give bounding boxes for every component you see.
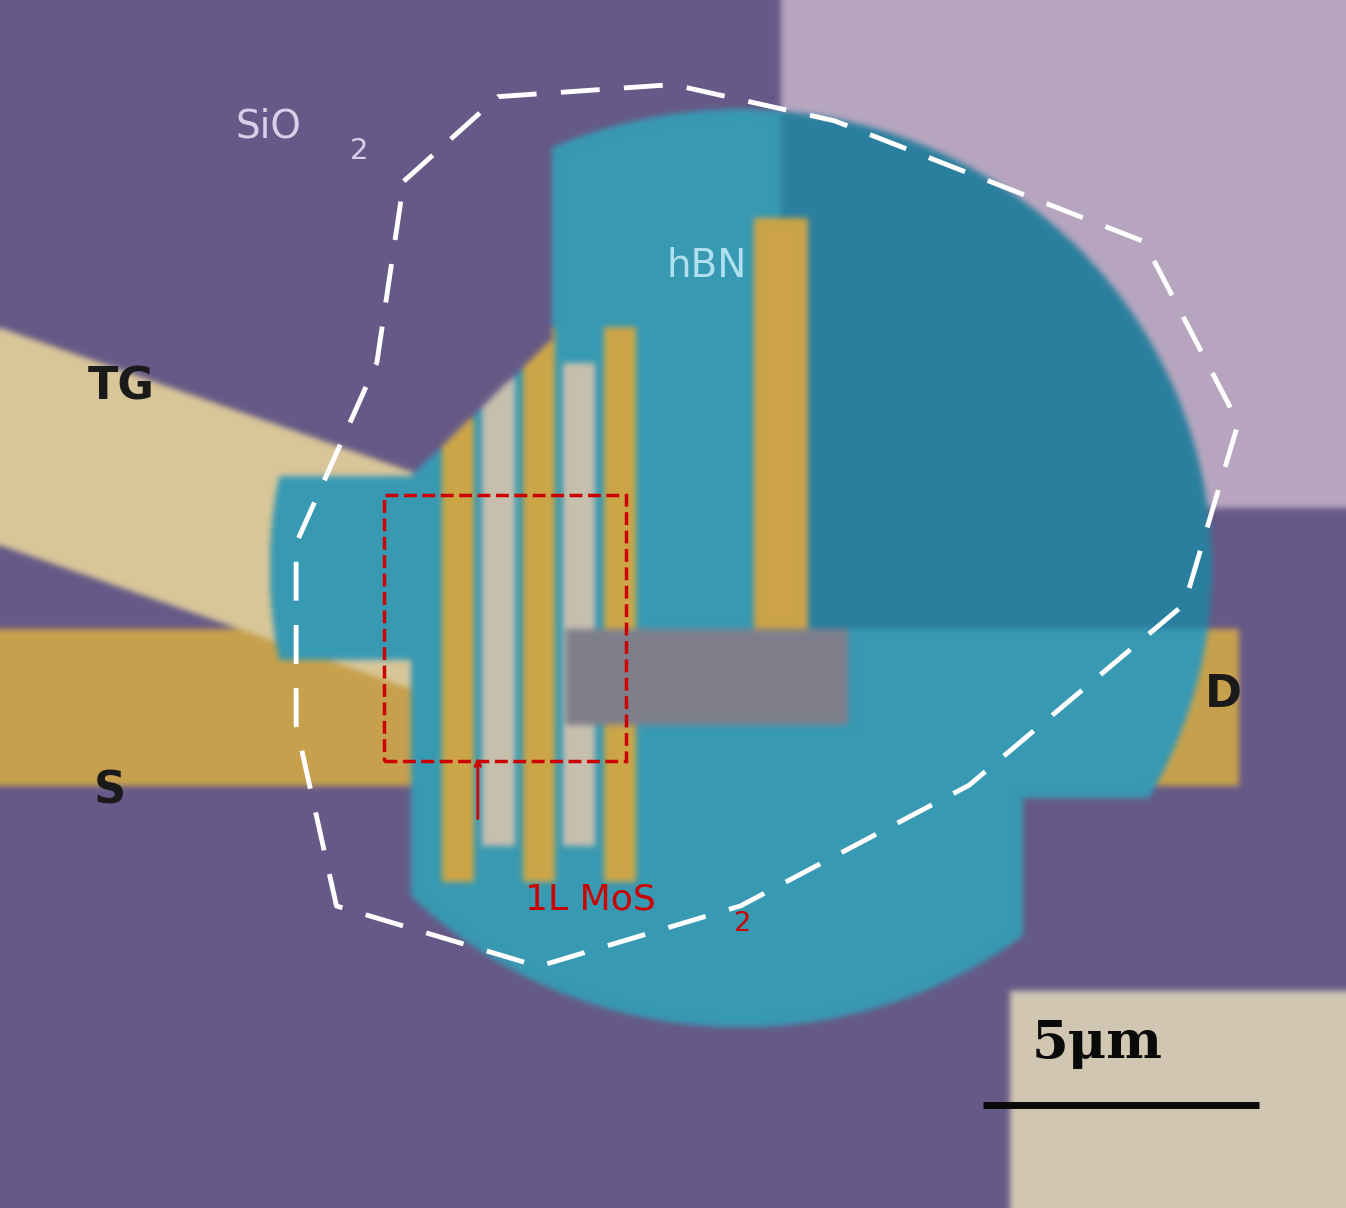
Text: S: S [94, 769, 127, 813]
Text: TG: TG [87, 365, 155, 408]
Text: 2: 2 [350, 137, 369, 165]
Text: 5μm: 5μm [1031, 1018, 1163, 1069]
Text: D: D [1205, 673, 1241, 716]
Text: SiO: SiO [236, 108, 302, 146]
Bar [384, 495, 626, 761]
Text: 1L MoS: 1L MoS [525, 883, 656, 917]
Text: hBN: hBN [666, 246, 747, 285]
Text: 2: 2 [734, 911, 751, 937]
